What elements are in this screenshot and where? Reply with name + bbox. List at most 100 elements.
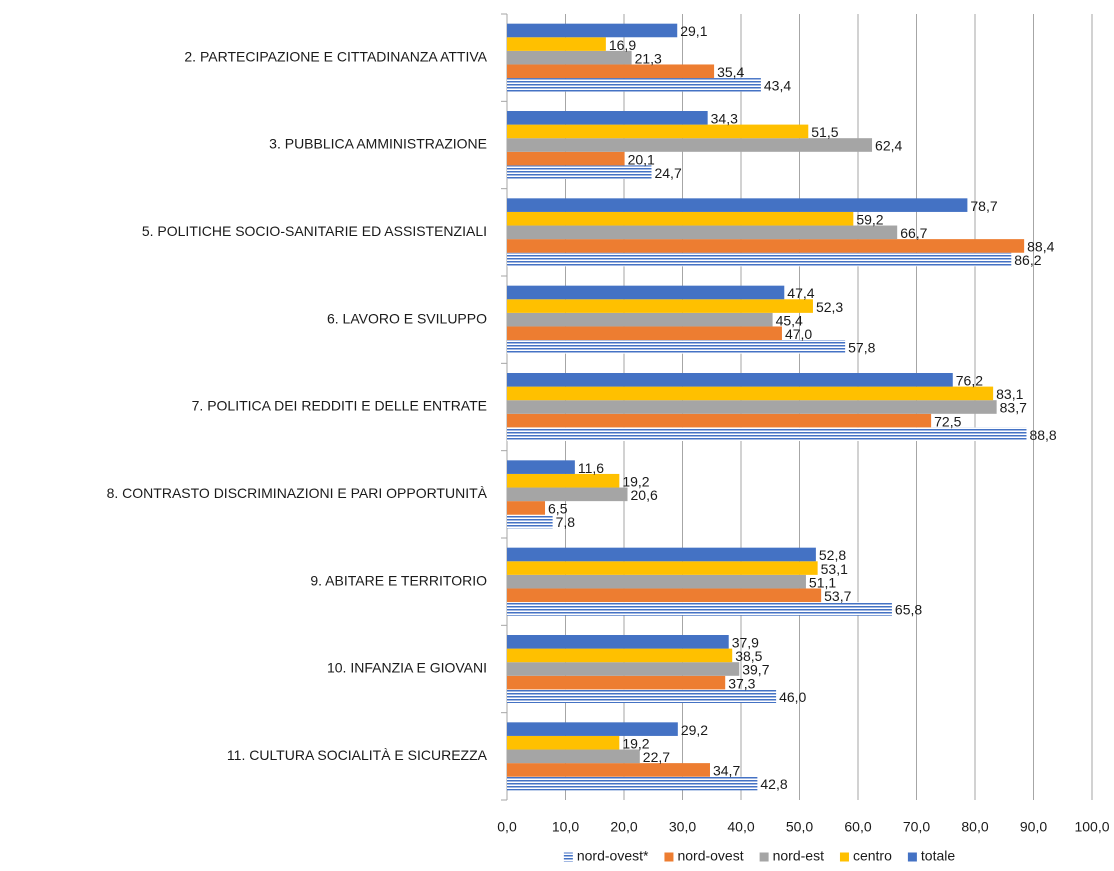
data-label: 16,9 xyxy=(609,37,636,53)
y-tick-label: 6. LAVORO E SVILUPPO xyxy=(327,310,487,326)
y-tick-label: 10. INFANZIA E GIOVANI xyxy=(327,660,487,676)
bar xyxy=(507,373,953,387)
data-label: 20,1 xyxy=(628,151,655,167)
data-label: 19,2 xyxy=(622,735,649,751)
data-label: 37,9 xyxy=(732,635,759,651)
data-label: 19,2 xyxy=(622,473,649,489)
bar xyxy=(507,198,968,212)
legend-label: nord-est xyxy=(773,848,824,864)
bar xyxy=(507,211,854,226)
data-label: 11,6 xyxy=(578,460,604,476)
data-label: 78,7 xyxy=(970,198,997,214)
data-label: 37,3 xyxy=(728,675,755,691)
bar xyxy=(507,239,1025,253)
bar xyxy=(507,285,785,300)
legend: nord-ovest* nord-ovest nord-est centro total… xyxy=(563,848,955,864)
x-tick-label: 100,0 xyxy=(1074,819,1109,835)
y-tick-label: 11. CULTURA SOCIALITÀ E SICUREZZA xyxy=(227,747,488,763)
bar xyxy=(507,23,678,38)
bar xyxy=(507,514,553,529)
bar xyxy=(507,574,806,589)
data-label: 83,7 xyxy=(1000,400,1027,416)
data-label: 47,4 xyxy=(787,285,814,301)
x-tick-label: 20,0 xyxy=(610,819,637,835)
bar xyxy=(507,763,710,777)
bar xyxy=(507,689,777,703)
bar xyxy=(507,138,873,152)
data-label: 35,4 xyxy=(717,64,744,80)
bar xyxy=(507,124,809,139)
y-tick-label: 5. POLITICHE SOCIO-SANITARIE ED ASSISTEN… xyxy=(142,223,487,239)
data-label: 51,1 xyxy=(809,574,836,590)
data-label: 57,8 xyxy=(848,340,875,356)
data-label: 53,1 xyxy=(821,561,848,577)
legend-label: centro xyxy=(853,848,892,864)
y-tick-label: 2. PARTECIPAZIONE E CITTADINANZA ATTIVA xyxy=(184,48,487,64)
data-label: 29,2 xyxy=(681,722,708,738)
data-label: 43,4 xyxy=(764,78,791,94)
bar xyxy=(507,588,822,603)
data-label: 21,3 xyxy=(635,50,662,66)
bar xyxy=(507,547,816,562)
bar xyxy=(507,151,625,166)
bar xyxy=(507,111,708,125)
data-label: 22,7 xyxy=(643,749,670,765)
data-label: 66,7 xyxy=(900,225,927,241)
y-tick-label: 3. PUBBLICA AMMINISTRAZIONE xyxy=(269,136,487,152)
data-label: 76,2 xyxy=(956,373,983,389)
bar xyxy=(507,427,1027,441)
legend-swatch xyxy=(839,852,849,862)
data-label: 46,0 xyxy=(779,689,806,705)
data-label: 24,7 xyxy=(654,165,681,181)
bar xyxy=(507,735,620,750)
x-tick-label: 40,0 xyxy=(727,819,754,835)
data-label: 62,4 xyxy=(875,138,902,154)
data-label: 59,2 xyxy=(856,211,883,227)
bar xyxy=(507,749,640,764)
x-tick-label: 10,0 xyxy=(552,819,579,835)
bar xyxy=(507,165,652,179)
data-label: 86,2 xyxy=(1014,252,1041,268)
y-tick-label: 7. POLITICA DEI REDDITI E DELLE ENTRATE xyxy=(192,398,487,414)
data-label: 29,1 xyxy=(680,23,707,39)
data-label: 34,7 xyxy=(713,763,740,779)
x-tick-label: 60,0 xyxy=(844,819,871,835)
bar xyxy=(507,340,846,354)
data-label: 53,7 xyxy=(824,588,851,604)
bar xyxy=(507,64,715,79)
data-label: 20,6 xyxy=(631,487,658,503)
bar xyxy=(507,225,898,240)
data-label: 38,5 xyxy=(735,648,762,664)
x-tick-label: 70,0 xyxy=(903,819,930,835)
bar xyxy=(507,662,740,676)
bar xyxy=(507,299,813,313)
bar xyxy=(507,400,997,414)
y-tick-label: 8. CONTRASTO DISCRIMINAZIONI E PARI OPPO… xyxy=(107,485,488,501)
bar xyxy=(507,252,1012,267)
x-tick-label: 30,0 xyxy=(669,819,696,835)
data-label: 39,7 xyxy=(742,662,769,678)
bar xyxy=(507,776,758,791)
x-tick-label: 0,0 xyxy=(497,819,517,835)
data-label: 47,0 xyxy=(785,326,812,342)
bar xyxy=(507,413,932,428)
bar xyxy=(507,635,729,649)
bar xyxy=(507,50,632,65)
bar xyxy=(507,473,620,488)
bar xyxy=(507,602,892,616)
legend-label: nord-ovest* xyxy=(577,848,649,864)
legend-swatch xyxy=(907,852,917,862)
data-label: 34,3 xyxy=(711,111,738,127)
data-label: 6,5 xyxy=(548,501,568,517)
bar xyxy=(507,675,726,690)
data-label: 88,8 xyxy=(1029,427,1056,443)
data-label: 72,5 xyxy=(934,413,961,429)
data-label: 83,1 xyxy=(996,386,1023,402)
x-tick-label: 50,0 xyxy=(786,819,813,835)
data-label: 88,4 xyxy=(1027,239,1054,255)
x-tick-label: 80,0 xyxy=(961,819,988,835)
data-label: 7,8 xyxy=(556,514,576,530)
data-label: 42,8 xyxy=(760,776,787,792)
bar xyxy=(507,501,546,515)
